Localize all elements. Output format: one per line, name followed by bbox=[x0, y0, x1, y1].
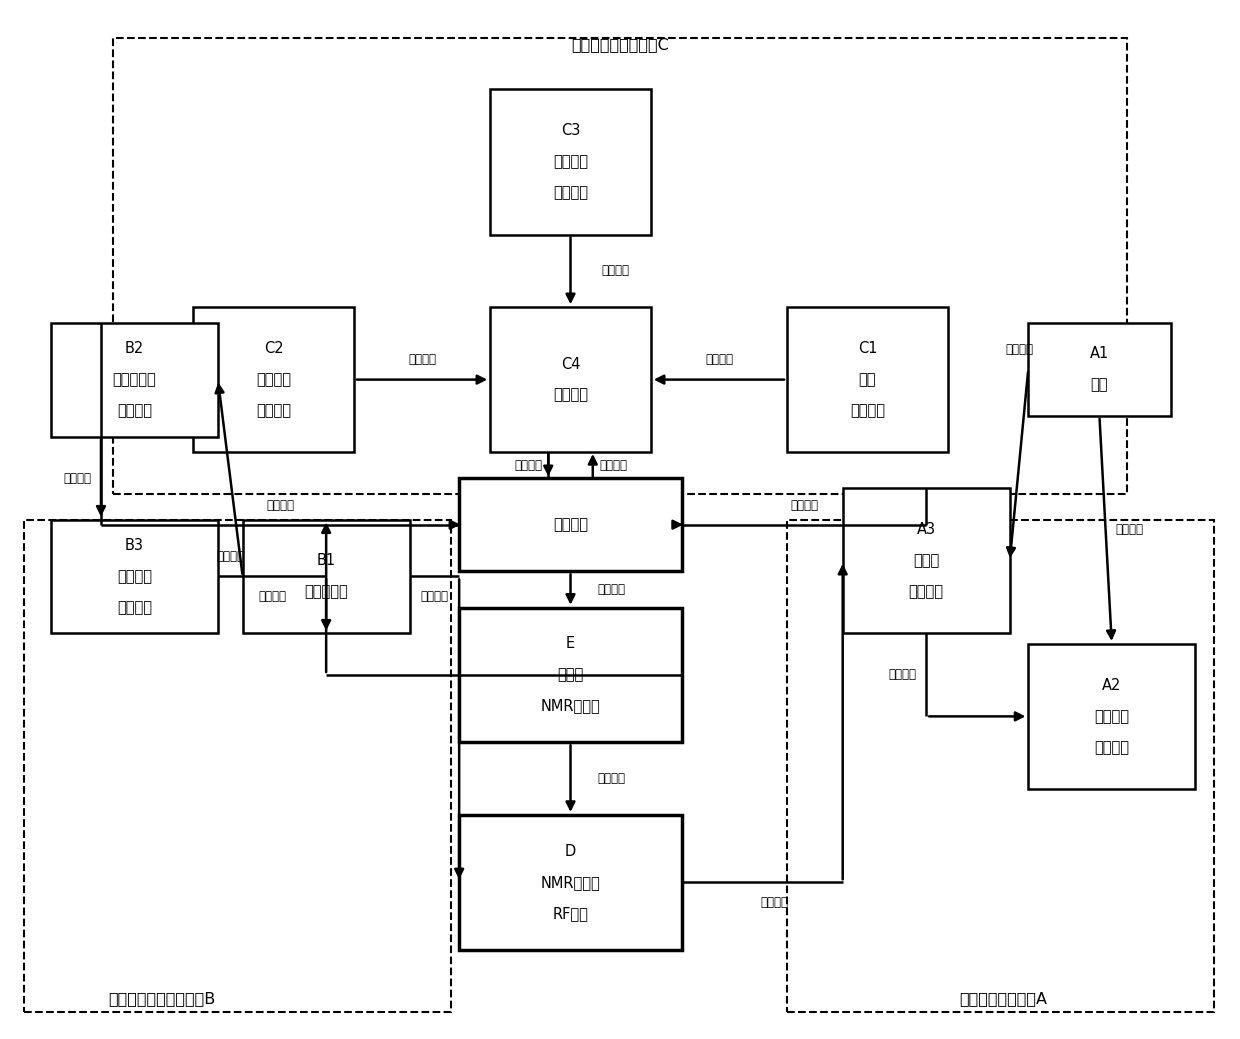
Bar bbox=[51, 520, 218, 634]
Text: 磁场强度: 磁场强度 bbox=[408, 353, 436, 366]
Bar bbox=[490, 308, 651, 452]
Text: 控制电路: 控制电路 bbox=[117, 569, 151, 584]
Bar bbox=[193, 308, 353, 452]
Text: 磁场强度: 磁场强度 bbox=[909, 585, 944, 600]
Text: NMR波谱仪: NMR波谱仪 bbox=[541, 698, 600, 714]
Text: 显示模块: 显示模块 bbox=[553, 388, 588, 403]
Text: 拟合模块: 拟合模块 bbox=[257, 372, 291, 388]
Text: 模块: 模块 bbox=[858, 372, 877, 388]
Text: 定位滑台: 定位滑台 bbox=[1094, 709, 1130, 724]
Text: C4: C4 bbox=[560, 356, 580, 372]
Text: A1: A1 bbox=[1090, 346, 1109, 362]
Text: B1: B1 bbox=[316, 554, 336, 568]
Text: 温度反馈: 温度反馈 bbox=[63, 472, 91, 484]
Bar bbox=[113, 37, 1127, 494]
Text: 频率源: 频率源 bbox=[558, 667, 584, 683]
Text: 共振频率: 共振频率 bbox=[598, 583, 626, 596]
Text: 均匀传热: 均匀传热 bbox=[420, 590, 449, 603]
Text: D: D bbox=[565, 844, 577, 858]
Bar bbox=[1028, 644, 1195, 789]
Text: 检测传感器: 检测传感器 bbox=[113, 372, 156, 388]
Bar bbox=[787, 308, 947, 452]
Bar bbox=[459, 608, 682, 742]
Text: 温度拟合: 温度拟合 bbox=[849, 403, 885, 418]
Bar bbox=[24, 520, 450, 1012]
Text: 拟合模块: 拟合模块 bbox=[553, 155, 588, 169]
Text: 场强数据: 场强数据 bbox=[790, 500, 818, 512]
Bar bbox=[243, 520, 409, 634]
Bar bbox=[787, 520, 1214, 1012]
Text: 温度数据: 温度数据 bbox=[267, 500, 294, 512]
Text: 加热薄膜板: 加热薄膜板 bbox=[304, 585, 348, 600]
Text: B3: B3 bbox=[125, 538, 144, 553]
Text: A2: A2 bbox=[1102, 677, 1121, 693]
Text: 共振频率: 共振频率 bbox=[553, 186, 588, 201]
Text: 检测数据: 检测数据 bbox=[599, 458, 627, 472]
Text: 腔内温度: 腔内温度 bbox=[706, 353, 733, 366]
Bar bbox=[459, 815, 682, 950]
Text: C3: C3 bbox=[560, 124, 580, 138]
Text: 磁场强度测量单元A: 磁场强度测量单元A bbox=[960, 991, 1048, 1006]
Text: NMR永磁体: NMR永磁体 bbox=[541, 875, 600, 889]
Bar bbox=[459, 478, 682, 571]
Text: 固定支撑: 固定支撑 bbox=[1116, 524, 1143, 536]
Text: 断电开断: 断电开断 bbox=[258, 590, 286, 603]
Text: A3: A3 bbox=[916, 523, 936, 537]
Text: 磁场强度: 磁场强度 bbox=[257, 403, 291, 418]
Bar bbox=[843, 488, 1009, 634]
Text: 共振频率: 共振频率 bbox=[515, 458, 542, 472]
Text: 水平移动: 水平移动 bbox=[1004, 343, 1033, 355]
Text: 可调温度检测控制单元B: 可调温度检测控制单元B bbox=[109, 991, 216, 1006]
Text: C1: C1 bbox=[858, 341, 877, 356]
Text: 通信单元: 通信单元 bbox=[553, 517, 588, 532]
Bar bbox=[490, 89, 651, 235]
Text: 共振频率: 共振频率 bbox=[601, 264, 630, 277]
Text: 射频激发: 射频激发 bbox=[598, 772, 626, 785]
Text: 三轴正交: 三轴正交 bbox=[1094, 740, 1130, 755]
Text: 空间定位: 空间定位 bbox=[888, 668, 916, 682]
Text: RF探头: RF探头 bbox=[553, 906, 589, 921]
Text: E: E bbox=[565, 636, 575, 651]
Text: C2: C2 bbox=[264, 341, 284, 356]
Text: 多点温度: 多点温度 bbox=[117, 403, 151, 418]
Text: 温度检测: 温度检测 bbox=[216, 550, 244, 563]
Text: 检测仪: 检测仪 bbox=[913, 554, 940, 568]
Text: 可调温度: 可调温度 bbox=[117, 601, 151, 615]
Text: 支架: 支架 bbox=[1091, 377, 1109, 393]
Text: B2: B2 bbox=[125, 341, 144, 356]
Bar bbox=[51, 323, 218, 436]
Bar bbox=[1028, 323, 1171, 416]
Text: 场强测量: 场强测量 bbox=[760, 896, 789, 909]
Text: 数据处理及显示单元C: 数据处理及显示单元C bbox=[572, 37, 668, 52]
